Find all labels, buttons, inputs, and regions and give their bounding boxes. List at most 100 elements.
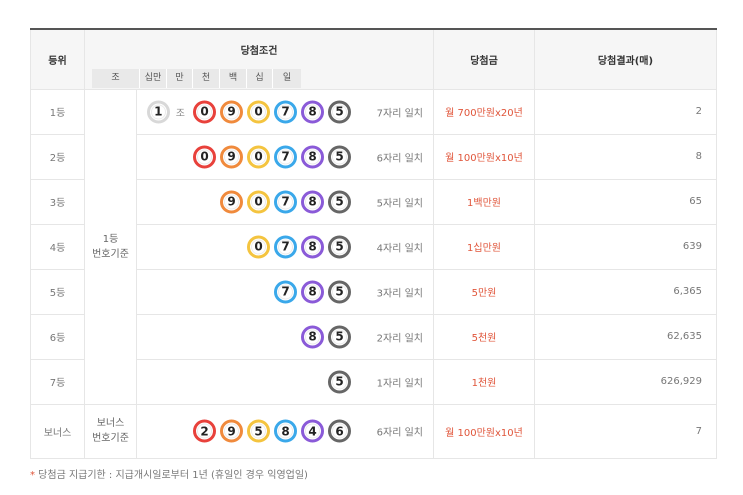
number-ball: 5 xyxy=(328,100,351,123)
winner-count: 62,635 xyxy=(534,313,717,360)
prize: 5만원 xyxy=(433,268,535,315)
number-ball: 5 xyxy=(328,145,351,168)
number-ball: 0 xyxy=(247,145,270,168)
match-text: 4자리 일치 xyxy=(376,243,423,254)
header-condition-label: 당첨조건 xyxy=(240,46,278,57)
match-text: 1자리 일치 xyxy=(376,378,423,389)
number-ball: 5 xyxy=(328,235,351,258)
number-ball: 8 xyxy=(301,100,324,123)
number-ball: 5 xyxy=(328,325,351,348)
winner-count: 65 xyxy=(534,178,717,225)
table-row: 보너스 보너스 번호기준 2 9 5 8 4 6 6자리 일치 월 100만원x10년 7 xyxy=(30,403,717,459)
unit-2: 만 xyxy=(166,69,192,88)
prize: 월 100만원x10년 xyxy=(433,133,535,180)
number-ball: 6 xyxy=(328,419,351,443)
number-ball: 0 xyxy=(193,145,216,168)
group-ball: 1 xyxy=(146,100,170,123)
number-ball: 8 xyxy=(301,145,324,168)
note-mark: * xyxy=(30,470,35,481)
winner-count: 639 xyxy=(534,223,717,270)
number-ball: 0 xyxy=(193,100,216,123)
prize: 월 700만원x20년 xyxy=(433,88,535,135)
table-row: 2등 0 9 0 7 8 5 6자리 일치 월 100만원x10년 8 xyxy=(30,133,717,180)
number-ball: 9 xyxy=(220,419,243,443)
number-ball: 7 xyxy=(274,235,297,258)
ball-cell: 0 7 8 5 4자리 일치 xyxy=(136,223,434,270)
number-ball: 9 xyxy=(220,145,243,168)
winner-count: 8 xyxy=(534,133,717,180)
ball-cell: 8 5 2자리 일치 xyxy=(136,313,434,360)
digit-units: 조 십만 만 천 백 십 일 xyxy=(92,69,301,88)
ball-cell: 2 9 5 8 4 6 6자리 일치 xyxy=(136,403,434,459)
basis-first: 1등 번호기준 xyxy=(84,88,137,405)
basis-bonus: 보너스 번호기준 xyxy=(84,403,137,459)
table-row: 1등 1등 번호기준 1 조 0 9 0 7 8 5 7자리 일치 월 700만원x20년 2 xyxy=(30,88,717,405)
table-row: 5등 7 8 5 3자리 일치 5만원 6,365 xyxy=(30,268,717,315)
match-text: 6자리 일치 xyxy=(376,153,423,164)
number-ball: 2 xyxy=(193,419,216,443)
table-row: 7등 5 1자리 일치 1천원 626,929 xyxy=(30,358,717,405)
results-table: 등위 당첨조건 조 십만 만 천 백 십 일 당첨금 당첨결과(매) 1등 1등 번호기준 1 조… xyxy=(30,28,717,459)
rank: 2등 xyxy=(30,133,85,180)
unit-0: 조 xyxy=(111,73,120,83)
prize: 1천원 xyxy=(433,358,535,405)
table-row: 3등 9 0 7 8 5 5자리 일치 1백만원 65 xyxy=(30,178,717,225)
match-text: 5자리 일치 xyxy=(376,198,423,209)
rank: 6등 xyxy=(30,313,85,360)
jo-label: 조 xyxy=(175,108,185,119)
unit-1: 십만 xyxy=(139,69,166,88)
header-result: 당첨결과(매) xyxy=(534,28,717,90)
match-text: 6자리 일치 xyxy=(376,427,423,439)
number-ball: 8 xyxy=(301,280,324,303)
ball-cell: 7 8 5 3자리 일치 xyxy=(136,268,434,315)
number-ball: 8 xyxy=(301,325,324,348)
number-ball: 5 xyxy=(328,370,351,393)
rank: 1등 xyxy=(30,88,85,135)
table-row: 6등 8 5 2자리 일치 5천원 62,635 xyxy=(30,313,717,360)
note-text: 당첨금 지급기한 : 지급개시일로부터 1년 (휴일인 경우 익영업일) xyxy=(35,470,308,481)
payment-note: * 당첨금 지급기한 : 지급개시일로부터 1년 (휴일인 경우 익영업일) xyxy=(30,466,308,481)
header-condition: 당첨조건 조 십만 만 천 백 십 일 xyxy=(84,28,434,90)
rank: 3등 xyxy=(30,178,85,225)
number-ball: 5 xyxy=(328,280,351,303)
winner-count: 7 xyxy=(534,403,717,459)
number-ball: 8 xyxy=(301,235,324,258)
header-prize: 당첨금 xyxy=(433,28,535,90)
number-ball: 7 xyxy=(274,145,297,168)
unit-4: 백 xyxy=(219,69,246,88)
number-ball: 8 xyxy=(274,419,297,443)
number-ball: 0 xyxy=(247,235,270,258)
number-ball: 7 xyxy=(274,100,297,123)
unit-6: 일 xyxy=(272,69,301,88)
table-row: 4등 0 7 8 5 4자리 일치 1십만원 639 xyxy=(30,223,717,270)
number-ball: 0 xyxy=(247,100,270,123)
number-ball: 7 xyxy=(274,190,297,213)
rank: 7등 xyxy=(30,358,85,405)
winner-count: 2 xyxy=(534,88,717,135)
prize: 5천원 xyxy=(433,313,535,360)
match-text: 7자리 일치 xyxy=(376,108,423,119)
ball-group: 5 xyxy=(324,370,351,393)
match-text: 2자리 일치 xyxy=(376,333,423,344)
number-ball: 5 xyxy=(328,190,351,213)
number-ball: 8 xyxy=(301,190,324,213)
unit-5: 십 xyxy=(246,69,272,88)
rank: 5등 xyxy=(30,268,85,315)
number-ball: 7 xyxy=(274,280,297,303)
winner-count: 626,929 xyxy=(534,358,717,405)
ball-cell: 0 9 0 7 8 5 6자리 일치 xyxy=(136,133,434,180)
match-text: 3자리 일치 xyxy=(376,288,423,299)
number-ball: 5 xyxy=(247,419,270,443)
ball-cell: 1 조 0 9 0 7 8 5 7자리 일치 xyxy=(136,88,434,135)
rank: 보너스 xyxy=(30,403,85,459)
number-ball: 9 xyxy=(220,100,243,123)
ball-cell: 5 1자리 일치 xyxy=(136,358,434,405)
number-ball: 9 xyxy=(220,190,243,213)
